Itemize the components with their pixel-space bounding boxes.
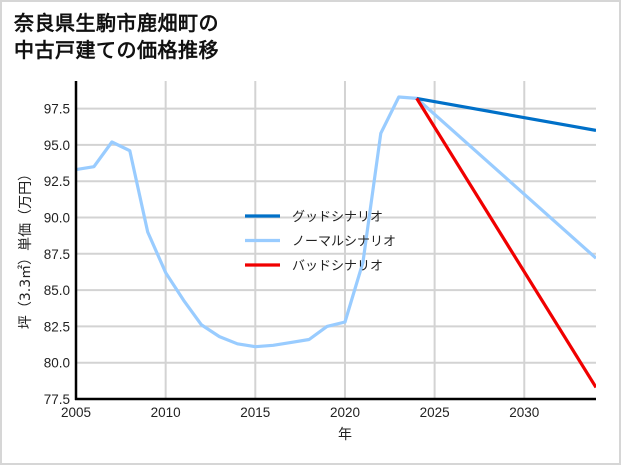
series-line: [76, 95, 596, 349]
y-tick-label: 80.0: [44, 356, 70, 371]
legend-label: バッドシナリオ: [292, 259, 383, 274]
chart-title: 奈良県生駒市鹿畑町の 中古戸建ての価格推移: [14, 10, 219, 64]
y-tick-label: 77.5: [44, 392, 70, 407]
x-tick-label: 2005: [61, 405, 91, 420]
legend-label: ノーマルシナリオ: [292, 235, 396, 250]
x-tick-label: 2015: [240, 405, 270, 420]
y-tick-label: 90.0: [44, 210, 70, 225]
series-line: [415, 97, 596, 389]
series-line: [416, 96, 596, 132]
grid-lines: [76, 81, 596, 399]
x-tick-label: 2025: [420, 405, 450, 420]
y-axis-label: 坪（3.3㎡）単価（万円）: [18, 167, 34, 329]
x-axis-label: 年: [338, 427, 352, 443]
y-tick-label: 95.0: [44, 138, 70, 153]
y-tick-label: 97.5: [44, 102, 70, 117]
y-tick-label: 85.0: [44, 283, 70, 298]
series-lines: [76, 95, 596, 389]
axes: [74, 81, 596, 401]
x-tick-label: 2020: [330, 405, 360, 420]
y-tick-label: 87.5: [44, 247, 70, 262]
x-tick-labels: 2005 2010 2015 2020 2025 2030: [61, 405, 539, 420]
y-tick-labels: 77.5 80.0 82.5 85.0 87.5 90.0 92.5 95.0 97.5: [44, 102, 70, 407]
y-tick-label: 82.5: [44, 319, 70, 334]
x-tick-label: 2030: [509, 405, 539, 420]
x-tick-label: 2010: [151, 405, 181, 420]
chart-title-line1: 奈良県生駒市鹿畑町の: [14, 11, 219, 35]
y-tick-label: 92.5: [44, 174, 70, 189]
legend-label: グッドシナリオ: [292, 210, 383, 225]
chart-title-line2: 中古戸建ての価格推移: [14, 38, 219, 62]
